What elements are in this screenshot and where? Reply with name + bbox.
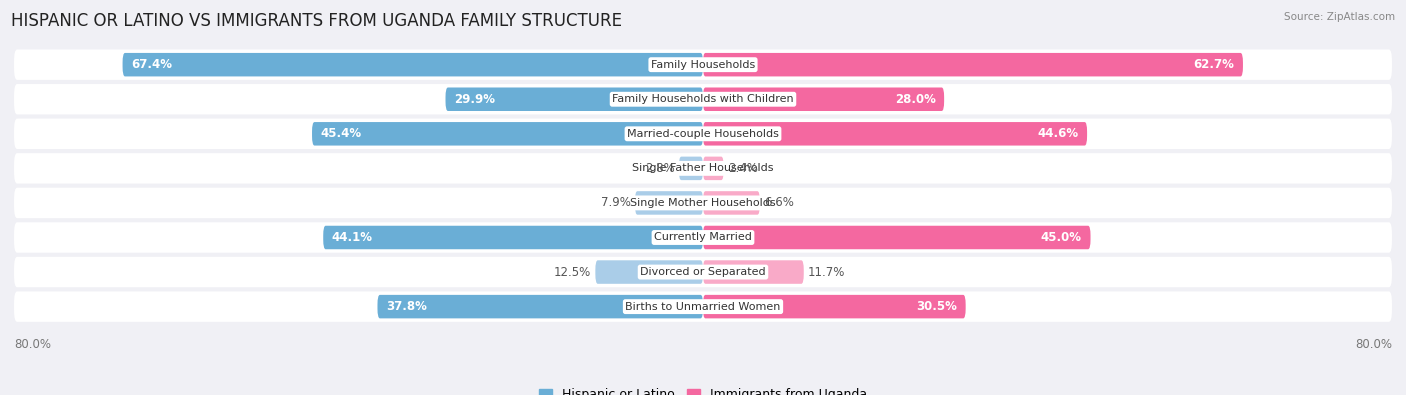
FancyBboxPatch shape: [703, 122, 1087, 145]
FancyBboxPatch shape: [595, 260, 703, 284]
Text: 28.0%: 28.0%: [894, 93, 935, 106]
FancyBboxPatch shape: [703, 226, 1091, 249]
Text: 80.0%: 80.0%: [14, 339, 51, 352]
Text: 80.0%: 80.0%: [1355, 339, 1392, 352]
FancyBboxPatch shape: [703, 87, 945, 111]
Text: Family Households with Children: Family Households with Children: [612, 94, 794, 104]
FancyBboxPatch shape: [377, 295, 703, 318]
FancyBboxPatch shape: [14, 49, 1392, 80]
FancyBboxPatch shape: [703, 156, 724, 180]
Text: Family Households: Family Households: [651, 60, 755, 70]
Text: 67.4%: 67.4%: [131, 58, 172, 71]
FancyBboxPatch shape: [446, 87, 703, 111]
Text: Births to Unmarried Women: Births to Unmarried Women: [626, 302, 780, 312]
FancyBboxPatch shape: [14, 188, 1392, 218]
Text: 62.7%: 62.7%: [1194, 58, 1234, 71]
Text: Source: ZipAtlas.com: Source: ZipAtlas.com: [1284, 12, 1395, 22]
Text: Currently Married: Currently Married: [654, 233, 752, 243]
FancyBboxPatch shape: [312, 122, 703, 145]
Text: 44.6%: 44.6%: [1038, 127, 1078, 140]
Text: 2.4%: 2.4%: [728, 162, 758, 175]
FancyBboxPatch shape: [14, 84, 1392, 115]
Text: 7.9%: 7.9%: [600, 196, 631, 209]
FancyBboxPatch shape: [323, 226, 703, 249]
Text: Single Mother Households: Single Mother Households: [630, 198, 776, 208]
Text: 6.6%: 6.6%: [763, 196, 794, 209]
FancyBboxPatch shape: [703, 53, 1243, 77]
FancyBboxPatch shape: [14, 118, 1392, 149]
FancyBboxPatch shape: [703, 260, 804, 284]
FancyBboxPatch shape: [703, 295, 966, 318]
Text: 37.8%: 37.8%: [387, 300, 427, 313]
FancyBboxPatch shape: [14, 257, 1392, 287]
FancyBboxPatch shape: [703, 191, 759, 214]
FancyBboxPatch shape: [679, 156, 703, 180]
FancyBboxPatch shape: [122, 53, 703, 77]
FancyBboxPatch shape: [14, 292, 1392, 322]
Text: 45.4%: 45.4%: [321, 127, 361, 140]
FancyBboxPatch shape: [14, 153, 1392, 184]
Text: Single Father Households: Single Father Households: [633, 164, 773, 173]
Text: 45.0%: 45.0%: [1040, 231, 1083, 244]
FancyBboxPatch shape: [14, 222, 1392, 253]
Text: 2.8%: 2.8%: [645, 162, 675, 175]
FancyBboxPatch shape: [636, 191, 703, 214]
Text: Married-couple Households: Married-couple Households: [627, 129, 779, 139]
Text: Divorced or Separated: Divorced or Separated: [640, 267, 766, 277]
Text: 30.5%: 30.5%: [917, 300, 957, 313]
Text: 11.7%: 11.7%: [808, 265, 845, 278]
Text: 29.9%: 29.9%: [454, 93, 495, 106]
Text: HISPANIC OR LATINO VS IMMIGRANTS FROM UGANDA FAMILY STRUCTURE: HISPANIC OR LATINO VS IMMIGRANTS FROM UG…: [11, 12, 623, 30]
Legend: Hispanic or Latino, Immigrants from Uganda: Hispanic or Latino, Immigrants from Ugan…: [534, 383, 872, 395]
Text: 44.1%: 44.1%: [332, 231, 373, 244]
Text: 12.5%: 12.5%: [554, 265, 591, 278]
